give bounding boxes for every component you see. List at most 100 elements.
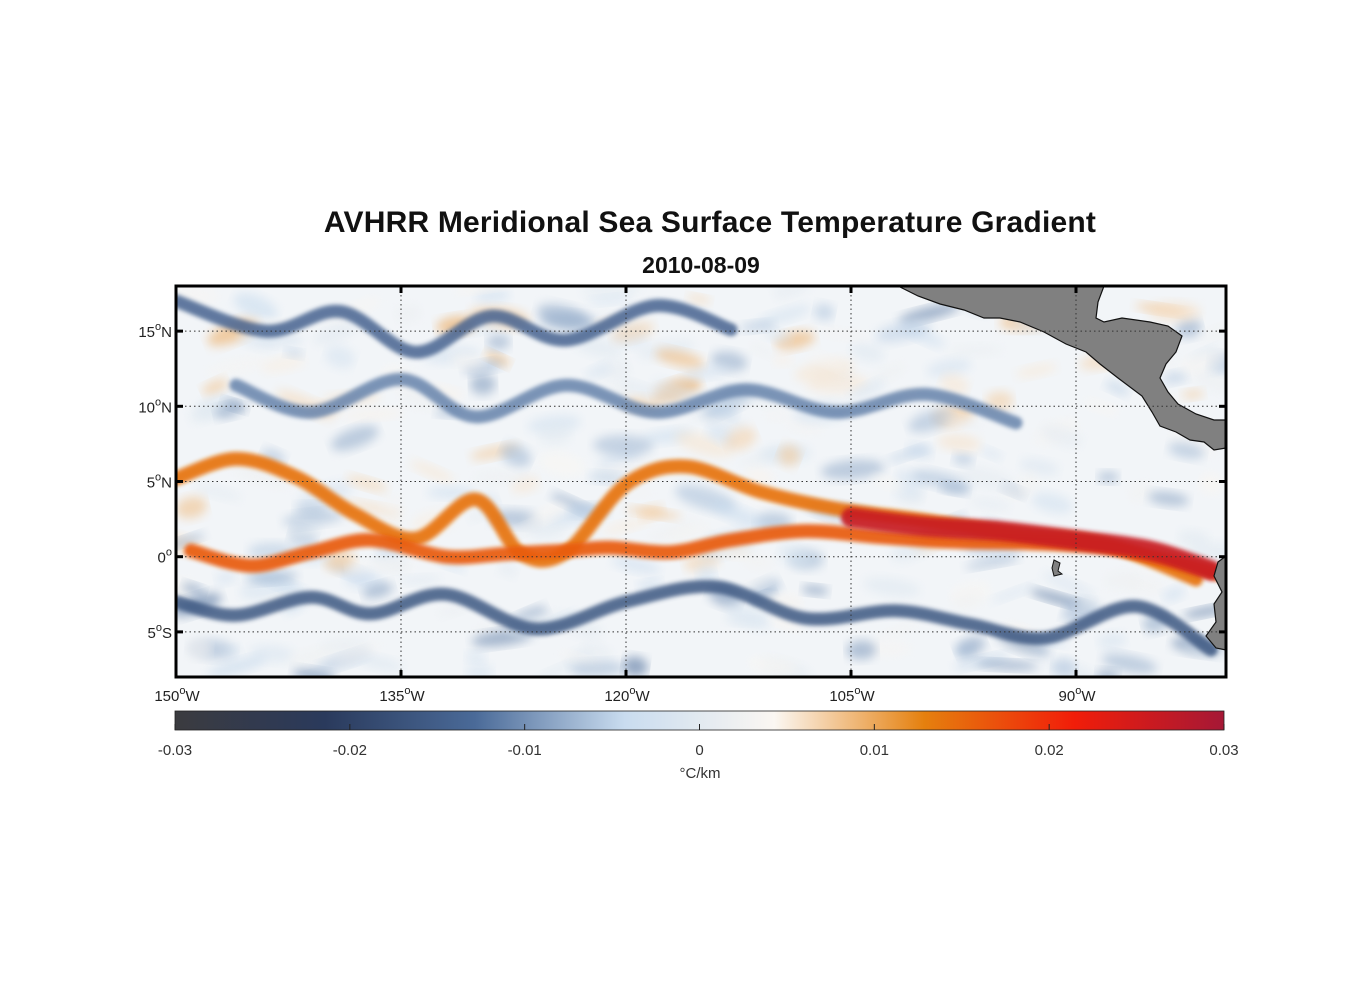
x-tick-label: 105oW (829, 685, 875, 705)
gradient-patch (325, 345, 355, 369)
gradient-patch (232, 463, 292, 488)
gradient-patch (604, 460, 655, 476)
gradient-patch (1175, 318, 1203, 338)
gradient-patch (739, 321, 776, 332)
gradient-patch (651, 380, 702, 403)
gradient-patch (346, 560, 369, 576)
gradient-patch (710, 500, 769, 530)
gradient-patch (486, 334, 511, 350)
gradient-patch (814, 303, 835, 321)
gradient-patch (1084, 399, 1119, 415)
gradient-patch (990, 584, 1036, 603)
gradient-patch (952, 453, 974, 466)
gradient-patch (497, 562, 519, 578)
gradient-patch (313, 321, 358, 345)
gradient-patch (638, 504, 665, 520)
gradient-patch (287, 647, 335, 666)
gradient-patch (763, 409, 790, 421)
gradient-patch (284, 348, 304, 358)
gradient-patch (1042, 572, 1094, 597)
gradient-patch (764, 328, 793, 343)
gradient-patch (202, 378, 229, 396)
gradient-patch (500, 443, 532, 468)
gradient-patch (1181, 389, 1205, 400)
colorbar-tick-label: 0.01 (860, 742, 889, 759)
gradient-patch (176, 496, 207, 519)
y-tick-label: 0o (158, 547, 172, 567)
gradient-patch (1015, 363, 1058, 378)
gradient-patch (465, 651, 487, 663)
gradient-patch (1147, 491, 1190, 507)
gradient-patch (980, 447, 1003, 460)
gradient-patch (1097, 632, 1127, 650)
gradient-patch (820, 459, 885, 480)
gradient-patch (474, 289, 511, 303)
gradient-patch (969, 498, 1011, 511)
colorbar-tick-label: -0.03 (158, 742, 192, 759)
gradient-patch (246, 571, 299, 584)
gradient-patch (871, 363, 906, 383)
gradient-patch (1031, 492, 1073, 514)
gradient-patch (745, 578, 772, 588)
gradient-patch (749, 343, 776, 358)
gradient-patch (899, 303, 960, 324)
gradient-patch (450, 353, 485, 369)
gradient-patch (749, 657, 798, 675)
gradient-patch (437, 602, 473, 617)
gradient-patch (355, 654, 404, 672)
gradient-patch (686, 294, 712, 304)
gradient-patch (334, 642, 382, 664)
gradient-patch (756, 305, 812, 326)
gradient-patch (1019, 458, 1060, 476)
gradient-patch (282, 510, 344, 527)
gradient-patch (409, 460, 454, 483)
gradient-patch (181, 582, 206, 596)
gradient-patch (1148, 302, 1201, 322)
gradient-patch (292, 667, 336, 677)
gradient-patch (863, 577, 921, 597)
gradient-patch (362, 582, 394, 599)
gradient-patch (724, 427, 757, 451)
gradient-patch (938, 414, 983, 429)
y-tick-label: 15oN (138, 321, 172, 341)
cold-front-0 (176, 579, 1218, 657)
gradient-patch (1168, 442, 1205, 459)
gradient-patch (655, 349, 705, 368)
colorbar-tick-label: -0.01 (508, 742, 542, 759)
gradient-patch (906, 444, 934, 458)
gradient-patch (724, 617, 763, 626)
colorbar-units: °C/km (680, 765, 721, 782)
gradient-patch (636, 579, 663, 590)
gradient-patch (1199, 473, 1223, 494)
gradient-patch (593, 434, 654, 457)
gradient-patch (484, 351, 511, 367)
gradient-patch (985, 391, 1014, 412)
gradient-patch (398, 575, 442, 585)
gradient-patch (682, 364, 732, 380)
gradient-patch (1162, 371, 1189, 384)
gradient-patch (741, 553, 774, 570)
gradient-patch (849, 342, 885, 363)
gradient-patch (233, 292, 278, 320)
gradient-patch (864, 640, 912, 657)
gradient-patch (538, 424, 572, 445)
gradient-patch (618, 379, 672, 402)
gradient-patches (176, 286, 1226, 677)
gradient-patch (205, 356, 267, 377)
gradient-patch (1104, 380, 1130, 396)
cold-front-2 (229, 372, 1023, 430)
map-panel: 150oW 135oW 120oW 105oW 90oW 15oN 10oN 5oN 0o 5oS (138, 284, 1228, 705)
gradient-patch (772, 354, 794, 366)
gradient-patch (1052, 658, 1077, 677)
gradient-patch (926, 358, 972, 377)
warm-front-2 (841, 507, 1221, 581)
gradient-patch (1074, 596, 1097, 612)
gradient-patch (611, 321, 655, 342)
x-tick-label: 120oW (604, 685, 650, 705)
gradient-patch (958, 466, 1016, 491)
gradient-patch (214, 571, 237, 585)
x-tick-label: 150oW (154, 685, 200, 705)
gradient-patch (187, 637, 212, 660)
gradient-patch (585, 363, 612, 379)
